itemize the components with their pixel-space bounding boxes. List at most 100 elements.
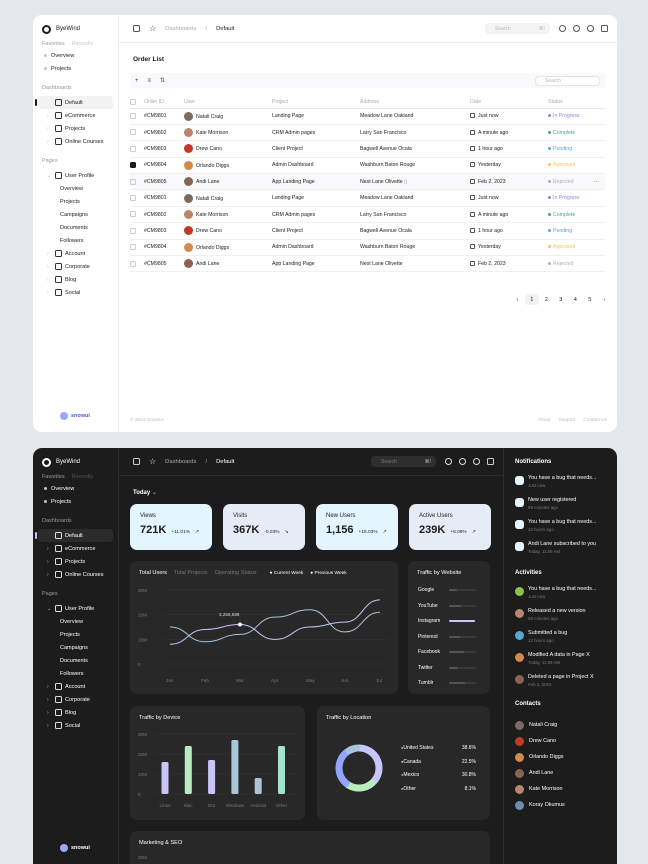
favorite-overview[interactable]: Overview: [33, 49, 118, 62]
notifications-item[interactable]: You have a bug that needs... Just now: [515, 475, 617, 497]
sidebar-item-corporate[interactable]: › Corporate: [38, 260, 113, 273]
tab-total-projects[interactable]: Total Projects: [173, 570, 208, 576]
kpi-card[interactable]: Views 721K +11.01% ↗: [130, 504, 212, 550]
table-row[interactable]: #CM9801 Natali Craig Landing Page Meadow La…: [130, 189, 605, 207]
panel-toggle-icon[interactable]: [601, 25, 608, 32]
sidebar-sub-followers[interactable]: Followers: [60, 670, 84, 677]
sidebar-toggle-icon[interactable]: [133, 458, 140, 465]
row-checkbox[interactable]: [130, 162, 136, 169]
sidebar-toggle-icon[interactable]: [133, 25, 140, 32]
page-1[interactable]: 1: [524, 294, 539, 305]
date-range-select[interactable]: Today ⌄: [133, 489, 157, 496]
footer-link-contact[interactable]: Contact Us: [583, 418, 607, 423]
footer-link-about[interactable]: About: [537, 418, 551, 423]
sidebar-sub-overview[interactable]: Overview: [60, 618, 83, 625]
next-page-icon[interactable]: ›: [603, 296, 606, 303]
sidebar-item-ecommerce[interactable]: › eCommerce: [38, 109, 113, 122]
more-icon[interactable]: ···: [593, 178, 599, 185]
activities-item[interactable]: You have a bug that needs... Just now: [515, 586, 617, 608]
row-checkbox[interactable]: [130, 178, 136, 185]
row-checkbox[interactable]: [130, 211, 136, 218]
tab-recently[interactable]: Recently: [71, 474, 94, 480]
sidebar-item-projects[interactable]: › Projects: [38, 555, 113, 568]
sun-icon[interactable]: [559, 25, 566, 32]
notifications-item[interactable]: You have a bug that needs... 12 hours ago: [515, 519, 617, 541]
sidebar-item-account[interactable]: › Account: [38, 247, 113, 260]
sidebar-sub-campaigns[interactable]: Campaigns: [60, 211, 88, 218]
table-row[interactable]: #CM9804 Orlando Diggs Admin Dashboard Washb…: [130, 239, 605, 257]
row-checkbox[interactable]: [130, 145, 136, 152]
order-search-input[interactable]: Search: [535, 75, 600, 86]
sidebar-item-online-courses[interactable]: › Online Courses: [38, 568, 113, 581]
kpi-card[interactable]: Visits 367K -0.03% ↘: [223, 504, 305, 550]
sidebar-item-online-courses[interactable]: › Online Courses: [38, 135, 113, 148]
bell-icon[interactable]: [587, 25, 594, 32]
page-3[interactable]: 3: [559, 296, 563, 303]
history-icon[interactable]: [459, 458, 466, 465]
brand[interactable]: ByeWind: [33, 22, 118, 36]
breadcrumb-dashboards[interactable]: Dashboards: [165, 25, 197, 32]
brand[interactable]: ByeWind: [33, 455, 118, 469]
favorite-projects[interactable]: Projects: [33, 495, 118, 508]
activities-item[interactable]: Modified A data in Page X Today, 11:59 AM: [515, 652, 617, 674]
favorite-projects[interactable]: Projects: [33, 62, 118, 75]
activities-item[interactable]: Released a new version 59 minutes ago: [515, 608, 617, 630]
sidebar-sub-projects[interactable]: Projects: [60, 198, 80, 205]
sidebar-item-corporate[interactable]: › Corporate: [38, 693, 113, 706]
sidebar-sub-overview[interactable]: Overview: [60, 185, 83, 192]
row-checkbox[interactable]: [130, 227, 136, 234]
row-checkbox[interactable]: [130, 194, 136, 201]
activities-item[interactable]: Deleted a page in Project X Feb 2, 2023: [515, 674, 617, 696]
sidebar-item-blog[interactable]: › Blog: [38, 706, 113, 719]
sidebar-item-blog[interactable]: › Blog: [38, 273, 113, 286]
contact-item[interactable]: Natali Craig: [515, 717, 617, 733]
clipboard-icon[interactable]: ▯: [402, 178, 407, 185]
star-icon[interactable]: ☆: [149, 24, 157, 33]
sidebar-item-default[interactable]: Default: [35, 529, 113, 542]
sidebar-item-user-profile[interactable]: ⌄ User Profile: [38, 169, 113, 182]
row-checkbox[interactable]: [130, 244, 136, 251]
add-icon[interactable]: +: [135, 77, 139, 84]
tab-recently[interactable]: Recently: [71, 41, 94, 47]
breadcrumb-dashboards[interactable]: Dashboards: [165, 458, 197, 465]
tab-favorites[interactable]: Favorites: [42, 474, 65, 480]
table-row[interactable]: #CM9805 Andi Lane App Landing Page Nest Lan…: [130, 255, 605, 273]
sidebar-sub-documents[interactable]: Documents: [60, 224, 88, 231]
table-row[interactable]: #CM9802 Kate Morrison CRM Admin pages Larry…: [130, 124, 605, 142]
tab-operating-status[interactable]: Operating Status: [214, 570, 257, 576]
row-checkbox[interactable]: [130, 260, 136, 267]
bell-icon[interactable]: [473, 458, 480, 465]
star-icon[interactable]: ☆: [149, 457, 157, 466]
sidebar-item-user-profile[interactable]: ⌄ User Profile: [38, 602, 113, 615]
page-5[interactable]: 5: [588, 296, 592, 303]
sun-icon[interactable]: [445, 458, 452, 465]
notifications-item[interactable]: Andi Lane subscribed to you Today, 11:59 …: [515, 541, 617, 563]
page-2[interactable]: 2: [544, 296, 548, 303]
table-row[interactable]: #CM9804 Orlando Diggs Admin Dashboard Washb…: [130, 157, 605, 175]
contact-item[interactable]: Koray Okumus: [515, 797, 617, 813]
table-row[interactable]: #CM9802 Kate Morrison CRM Admin pages Larry…: [130, 206, 605, 224]
table-row[interactable]: #CM9803 Drew Cano Client Project Bagwell Av…: [130, 140, 605, 158]
tab-total-users[interactable]: Total Users: [139, 570, 167, 576]
sidebar-sub-campaigns[interactable]: Campaigns: [60, 644, 88, 651]
contact-item[interactable]: Kate Morrison: [515, 781, 617, 797]
row-checkbox[interactable]: [130, 129, 136, 136]
sidebar-item-projects[interactable]: › Projects: [38, 122, 113, 135]
search-input[interactable]: Search ⌘/: [371, 456, 436, 467]
panel-toggle-icon[interactable]: [487, 458, 494, 465]
filter-icon[interactable]: ≡: [147, 77, 152, 84]
contact-item[interactable]: Andi Lane: [515, 765, 617, 781]
kpi-card[interactable]: Active Users 239K +6.08% ↗: [409, 504, 491, 550]
kpi-card[interactable]: New Users 1,156 +15.03% ↗: [316, 504, 398, 550]
page-4[interactable]: 4: [573, 296, 577, 303]
sidebar-item-social[interactable]: › Social: [38, 286, 113, 299]
sort-icon[interactable]: ⇅: [160, 78, 166, 84]
footer-link-support[interactable]: Support: [558, 418, 576, 423]
contact-item[interactable]: Orlando Diggs: [515, 749, 617, 765]
sidebar-item-default[interactable]: Default: [35, 96, 113, 109]
select-all-checkbox[interactable]: [130, 99, 136, 106]
row-checkbox[interactable]: [130, 113, 136, 119]
notifications-item[interactable]: New user registered 59 minutes ago: [515, 497, 617, 519]
sidebar-item-social[interactable]: › Social: [38, 719, 113, 732]
sidebar-sub-documents[interactable]: Documents: [60, 657, 88, 664]
